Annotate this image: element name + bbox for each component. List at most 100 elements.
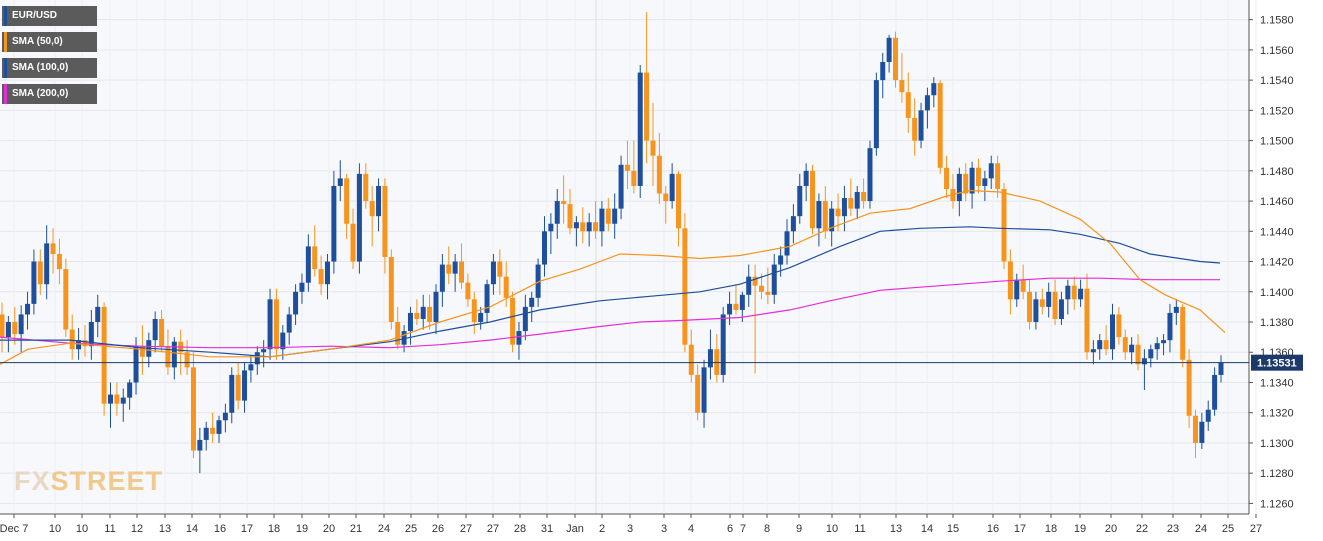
- candle-body: [267, 299, 273, 350]
- candle-body: [88, 322, 94, 347]
- candle-body: [1173, 306, 1179, 313]
- y-tick-label: 1.1280: [1260, 468, 1294, 480]
- x-tick-label: 9: [796, 523, 802, 535]
- candle-body: [350, 223, 356, 262]
- candle-body: [133, 346, 139, 383]
- candle-body: [171, 341, 177, 368]
- candle-body: [650, 140, 656, 156]
- candle-body: [324, 261, 330, 285]
- candle-body: [37, 261, 43, 285]
- candle-body: [612, 208, 618, 224]
- candle-body: [1110, 314, 1116, 350]
- candle-body: [631, 170, 637, 186]
- candle-body: [880, 61, 886, 81]
- candle-body: [580, 222, 586, 232]
- candle-body: [995, 163, 1001, 189]
- candle-body: [727, 303, 733, 315]
- candle-body: [414, 312, 420, 319]
- candle-body: [1039, 299, 1045, 307]
- candle-body: [254, 352, 260, 365]
- y-tick-label: 1.1340: [1260, 377, 1294, 389]
- candle-body: [471, 299, 477, 323]
- candle-body: [1212, 374, 1218, 410]
- candle-body: [912, 117, 918, 141]
- legend-item-sma200[interactable]: SMA (200,0): [2, 84, 97, 104]
- x-tick-label: 18: [268, 523, 280, 535]
- candle-body: [1154, 343, 1160, 350]
- candle-body: [401, 331, 407, 345]
- candle-body: [969, 167, 975, 194]
- candle-body: [676, 173, 682, 229]
- legend-item-eurusd[interactable]: EUR/USD: [2, 6, 97, 26]
- candle-body: [714, 349, 720, 375]
- candle-body: [165, 346, 171, 368]
- x-tick-label: 10: [826, 523, 838, 535]
- candle-body: [541, 231, 547, 265]
- candle-body: [497, 261, 503, 277]
- candle-body: [1090, 349, 1096, 353]
- legend-item-sma50[interactable]: SMA (50,0): [2, 32, 97, 52]
- candle-body: [567, 204, 573, 229]
- candle-body: [982, 178, 988, 186]
- x-tick-label: 17: [241, 523, 253, 535]
- candle-body: [190, 367, 196, 451]
- candle-body: [848, 198, 854, 209]
- legend-item-sma100[interactable]: SMA (100,0): [2, 58, 97, 78]
- x-tick-label: 26: [432, 523, 444, 535]
- x-tick-label: 25: [1222, 523, 1234, 535]
- x-tick-label: Jan: [566, 523, 584, 535]
- y-tick-label: 1.1580: [1260, 15, 1294, 27]
- candle-body: [1020, 279, 1026, 292]
- candle-body: [305, 246, 311, 283]
- candle-body: [369, 201, 375, 217]
- candle-body: [1052, 291, 1058, 319]
- x-tick-label: 10: [76, 523, 88, 535]
- candle-body: [854, 191, 860, 209]
- x-tick-label: 14: [186, 523, 198, 535]
- candle-body: [516, 331, 522, 345]
- y-tick-label: 1.1380: [1260, 317, 1294, 329]
- candle-body: [944, 167, 950, 189]
- candle-body: [822, 201, 828, 232]
- candle-body: [235, 374, 241, 401]
- candle-body: [152, 318, 158, 341]
- candle-body: [1218, 362, 1224, 375]
- candle-body: [861, 191, 867, 202]
- candle-body: [1141, 358, 1147, 365]
- candle-body: [593, 222, 599, 232]
- candle-body: [101, 306, 107, 404]
- candle-body: [25, 303, 31, 315]
- candle-body: [44, 243, 50, 285]
- x-tick-label: 24: [378, 523, 390, 535]
- candle-body: [1180, 306, 1186, 360]
- candle-body: [382, 185, 388, 257]
- candle-body: [1078, 288, 1084, 300]
- candle-body: [701, 367, 707, 413]
- x-tick-label: 20: [323, 523, 335, 535]
- candle-body: [682, 228, 688, 345]
- x-tick-label: 16: [987, 523, 999, 535]
- legend-label-sma100: SMA (100,0): [12, 62, 69, 73]
- candle-body: [841, 198, 847, 217]
- x-tick-label: 13: [159, 523, 171, 535]
- candle-body: [293, 291, 299, 315]
- candle-body: [248, 364, 254, 371]
- candle-body: [656, 155, 662, 194]
- x-tick-label: 17: [1014, 523, 1026, 535]
- x-tick-label: 23: [1167, 523, 1179, 535]
- x-tick-label: 7: [740, 523, 746, 535]
- candle-body: [752, 276, 758, 286]
- candle-body: [76, 340, 82, 350]
- candle-body: [159, 318, 165, 347]
- candle-body: [18, 314, 24, 335]
- x-tick-label: 27: [460, 523, 472, 535]
- candle-body: [331, 185, 337, 262]
- candle-body: [107, 394, 113, 404]
- candle-body: [975, 167, 981, 186]
- x-tick-label: 24: [1195, 523, 1207, 535]
- candle-body: [344, 178, 350, 224]
- candle-body: [1167, 312, 1173, 341]
- candle-body: [50, 243, 56, 254]
- y-tick-label: 1.1500: [1260, 136, 1294, 148]
- candle-body: [210, 427, 216, 434]
